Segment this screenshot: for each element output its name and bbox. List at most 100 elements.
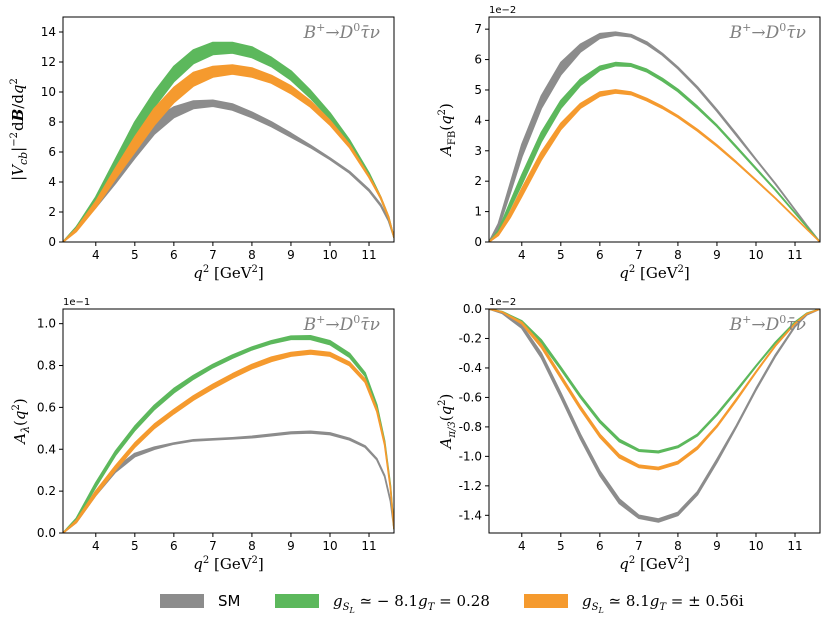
series-layer [63,41,394,242]
y-tick-label: -0.2 [459,331,482,345]
chart-panel-bottom-left: 4 5 6 7 8 9 10 11 0.0 0.2 0.4 0.6 0.8 1.0 1e−1 B+→D0τ̄ν… [11,297,395,573]
legend: SM gSL ≃ − 8.1gT = 0.28 gSL ≃ 8.1gT = ± 0.… [160,592,744,615]
series-band-green [489,309,820,454]
series-band-orange [489,309,820,471]
axis-offset-label: 1e−2 [489,297,516,308]
y-tick-label: -0.8 [459,420,482,434]
y-axis-label: AFB(q2) [437,103,458,158]
series-band-green [63,335,394,533]
y-tick-label: 0.0 [37,526,56,540]
y-tick-label: 12 [41,55,56,69]
legend-label-green: gSL ≃ − 8.1gT = 0.28 [333,592,490,615]
series-layer [63,335,394,533]
y-tick-label: -0.6 [459,390,482,404]
x-tick-label: 4 [518,539,526,553]
series-band-sm [489,309,820,523]
series-band-orange [63,64,394,242]
legend-label-orange: gSL ≃ 8.1gT = ± 0.56i [582,592,744,615]
x-tick-label: 8 [674,248,682,262]
process-label: B+→D0τ̄ν [729,21,806,43]
legend-label-sm: SM [218,592,240,610]
y-tick-label: 0.2 [37,484,56,498]
y-tick-label: 1 [474,205,482,219]
y-tick-label: 0 [474,235,482,249]
chart-panel-top-right: 4 5 6 7 8 9 10 11 0 1 2 3 4 5 6 7 1e−2 B+→D0τ̄ν q2 [GeV2] A… [437,5,821,282]
x-tick-label: 5 [131,248,139,262]
x-tick-label: 7 [209,539,217,553]
y-tick-label: -0.4 [459,361,482,375]
x-tick-label: 10 [748,248,763,262]
process-label: B+→D0τ̄ν [729,313,806,335]
x-tick-label: 6 [596,248,604,262]
plot-frame [488,16,821,243]
x-axis-label: q2 [GeV2] [619,264,690,282]
y-tick-label: 2 [474,174,482,188]
plot-frame [62,16,395,243]
y-tick-label: 0.8 [37,359,56,373]
y-axis-label: Aλ(q2) [11,398,32,446]
x-tick-label: 11 [361,539,376,553]
series-band-sm [489,31,820,242]
x-tick-label: 4 [92,539,100,553]
x-tick-label: 4 [518,248,526,262]
legend-swatch-green [275,594,319,608]
y-tick-label: 4 [48,175,56,189]
series-band-green [489,61,820,242]
process-label: B+→D0τ̄ν [303,313,380,335]
series-band-green [63,41,394,242]
y-tick-label: 0.0 [463,302,482,316]
series-layer [489,309,820,523]
y-axis-label: |Vcb|−2dB/dq2 [9,78,30,181]
x-tick-label: 9 [713,539,721,553]
y-tick-label: 4 [474,113,482,127]
x-tick-label: 5 [131,539,139,553]
x-axis-label: q2 [GeV2] [193,555,264,573]
x-tick-label: 9 [287,539,295,553]
x-tick-label: 10 [748,539,763,553]
legend-swatch-sm [160,594,204,608]
x-tick-label: 11 [787,248,802,262]
plot-frame [488,308,821,534]
x-tick-label: 11 [361,248,376,262]
legend-item-green: gSL ≃ − 8.1gT = 0.28 [275,592,490,615]
x-tick-label: 5 [557,539,565,553]
axis-offset-label: 1e−1 [63,297,90,308]
x-tick-label: 6 [170,248,178,262]
y-tick-label: 14 [41,25,56,39]
chart-panel-bottom-right: 4 5 6 7 8 9 10 11 0.0 -0.2 -0.4 -0.6 -0.8 -1.0 -1.2 -1.… [437,297,821,573]
y-tick-label: 8 [48,115,56,129]
x-tick-label: 10 [322,248,337,262]
chart-panel-top-left: 4 5 6 7 8 9 10 11 0 2 4 6 8 10 12 14 B+→D0τ̄ν q2 [GeV2] |V… [9,16,395,282]
x-tick-label: 7 [209,248,217,262]
legend-swatch-orange [524,594,568,608]
series-band-orange [489,89,820,242]
x-tick-label: 7 [635,539,643,553]
x-tick-label: 8 [248,248,256,262]
y-tick-label: -1.2 [459,479,482,493]
series-band-orange [63,349,394,533]
legend-item-orange: gSL ≃ 8.1gT = ± 0.56i [524,592,744,615]
x-tick-label: 7 [635,248,643,262]
process-label: B+→D0τ̄ν [303,21,380,43]
x-tick-label: 8 [248,539,256,553]
series-layer [489,31,820,242]
x-tick-label: 8 [674,539,682,553]
plot-frame [62,308,395,534]
x-tick-label: 4 [92,248,100,262]
y-tick-label: -1.4 [459,508,482,522]
y-tick-label: 0 [48,235,56,249]
y-tick-label: 0.4 [37,442,56,456]
x-tick-label: 9 [713,248,721,262]
x-tick-label: 10 [322,539,337,553]
legend-item-sm: SM [160,592,240,610]
y-tick-label: 3 [474,144,482,158]
x-tick-label: 9 [287,248,295,262]
y-tick-label: -1.0 [459,449,482,463]
x-tick-label: 6 [596,539,604,553]
y-axis-label: Aπ/3(q2) [437,394,458,451]
y-tick-label: 2 [48,205,56,219]
y-tick-label: 1.0 [37,317,56,331]
y-tick-label: 6 [474,53,482,67]
